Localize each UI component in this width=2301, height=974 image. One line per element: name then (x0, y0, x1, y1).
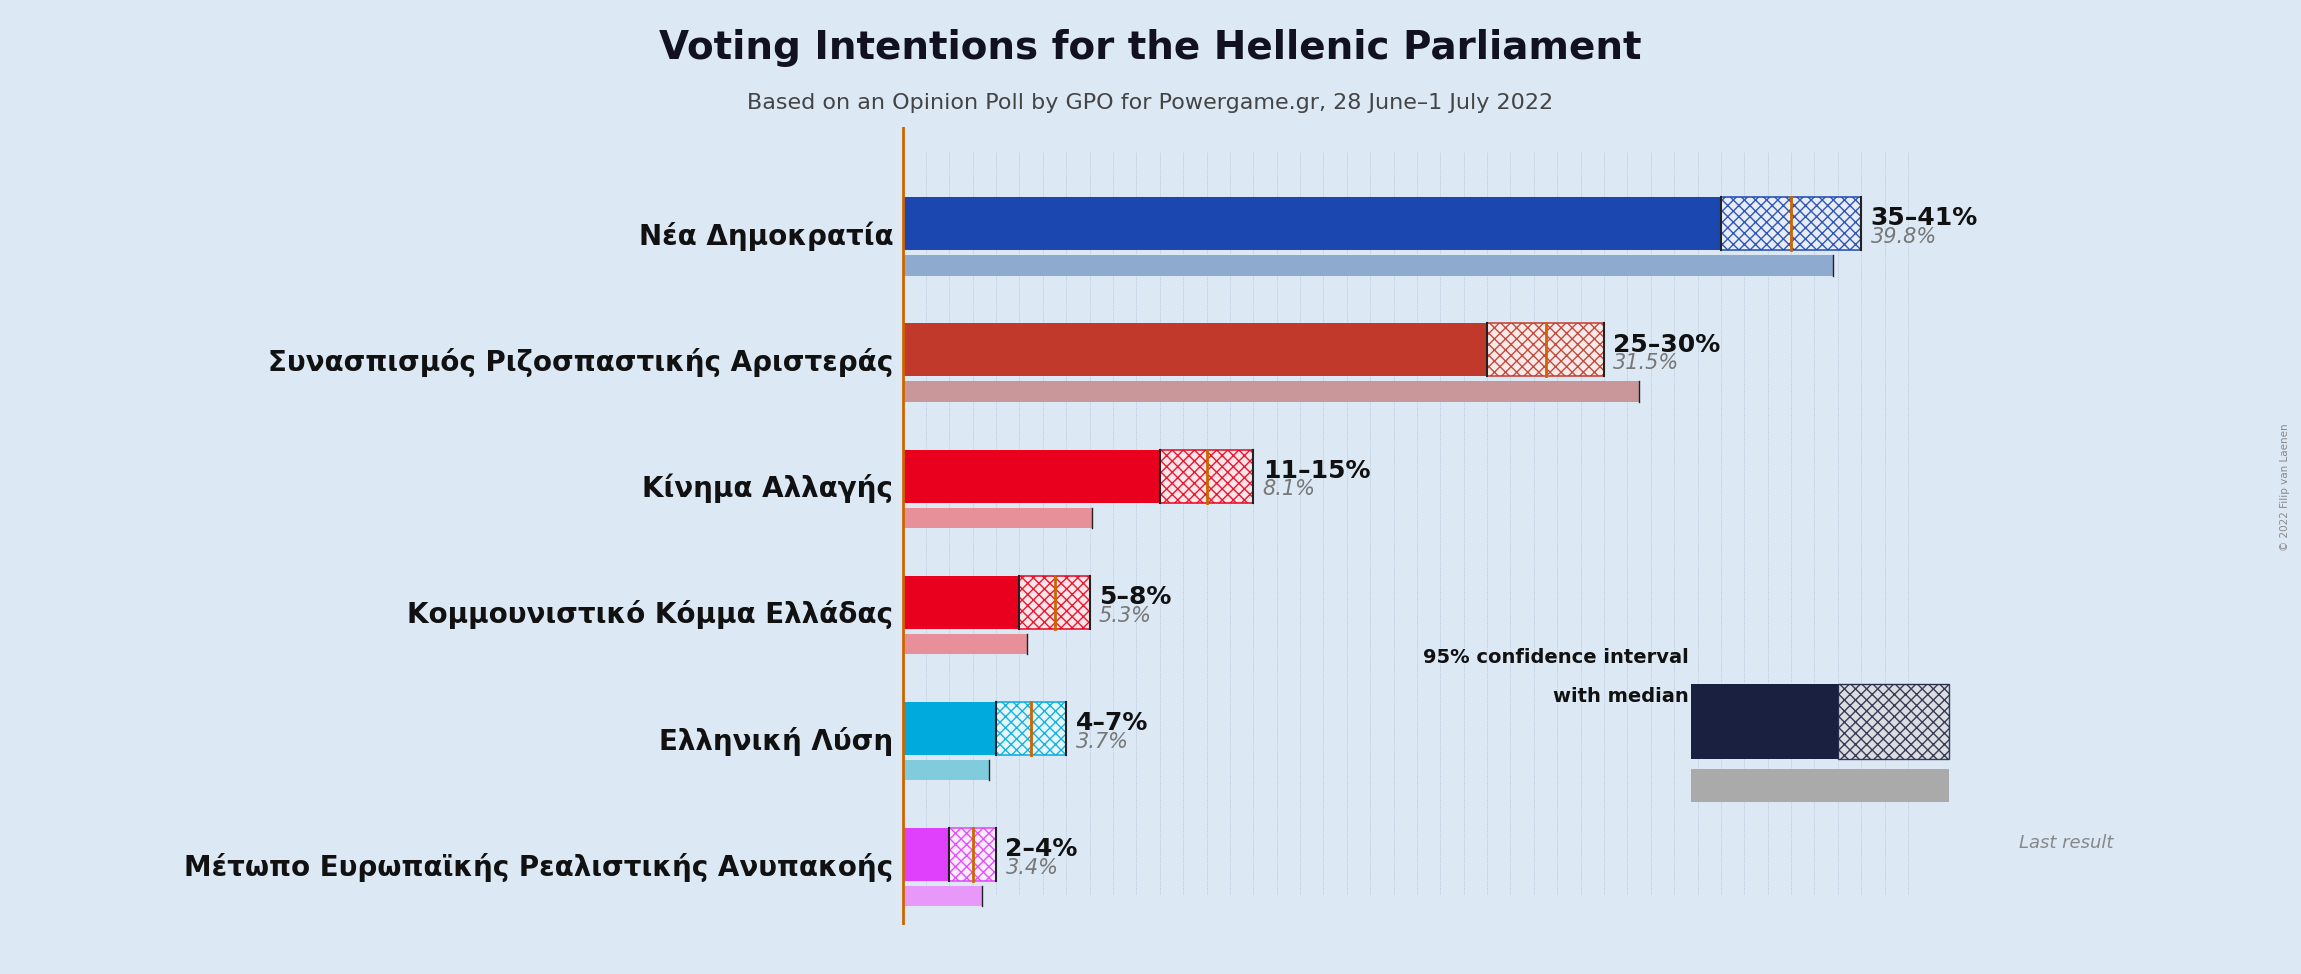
Text: Last result: Last result (2018, 834, 2115, 851)
Text: 2–4%: 2–4% (1006, 838, 1077, 861)
Text: 4–7%: 4–7% (1075, 711, 1148, 735)
Bar (902, 507, 1093, 528)
Text: Ελληνική Λύση: Ελληνική Λύση (658, 727, 893, 756)
Bar (902, 702, 1065, 755)
Text: 11–15%: 11–15% (1263, 459, 1369, 483)
Text: © 2022 Filip van Laenen: © 2022 Filip van Laenen (2280, 423, 2289, 551)
Text: 5.3%: 5.3% (1100, 606, 1153, 625)
Bar (902, 323, 1604, 376)
Text: 31.5%: 31.5% (1613, 354, 1680, 373)
Text: 39.8%: 39.8% (1871, 227, 1937, 247)
Bar (902, 255, 1834, 276)
Text: Nέα Δημοκρατία: Nέα Δημοκρατία (640, 222, 893, 251)
Bar (1721, 198, 1862, 250)
Bar (996, 702, 1065, 755)
Text: 5–8%: 5–8% (1100, 585, 1171, 609)
Bar (1019, 576, 1091, 629)
Bar (1486, 323, 1604, 376)
Bar (902, 576, 1091, 629)
Bar (902, 198, 1862, 250)
Text: Μέτωπο Ευρωπαϊκής Ρεαλιστικής Ανυπακοής: Μέτωπο Ευρωπαϊκής Ρεαλιστικής Ανυπακοής (184, 853, 893, 881)
Text: Κίνημα Αλλαγής: Κίνημα Αλλαγής (642, 474, 893, 504)
Bar (1691, 684, 1949, 759)
Text: 8.1%: 8.1% (1263, 479, 1316, 500)
Text: Συνασπισμός Ριζοσπαστικής Αριστεράς: Συνασπισμός Ριζοσπαστικής Αριστεράς (267, 348, 893, 377)
Text: 35–41%: 35–41% (1871, 206, 1979, 231)
Bar (902, 760, 989, 780)
Bar (1160, 450, 1254, 503)
Bar (1691, 769, 1949, 802)
Bar (902, 450, 1254, 503)
Bar (1838, 684, 1949, 759)
Text: with median: with median (1553, 687, 1689, 706)
Bar (902, 828, 996, 881)
Text: 3.4%: 3.4% (1006, 858, 1058, 878)
Text: Voting Intentions for the Hellenic Parliament: Voting Intentions for the Hellenic Parli… (660, 29, 1641, 67)
Text: 95% confidence interval: 95% confidence interval (1424, 648, 1689, 667)
Text: 25–30%: 25–30% (1613, 333, 1721, 356)
Bar (950, 828, 996, 881)
Text: 3.7%: 3.7% (1075, 731, 1127, 752)
Bar (902, 634, 1026, 654)
Text: Based on an Opinion Poll by GPO for Powergame.gr, 28 June–1 July 2022: Based on an Opinion Poll by GPO for Powe… (748, 93, 1553, 113)
Bar (902, 886, 983, 907)
Text: Κομμουνιστικό Κόμμα Ελλάδας: Κομμουνιστικό Κόμμα Ελλάδας (407, 600, 893, 629)
Bar (902, 382, 1638, 401)
